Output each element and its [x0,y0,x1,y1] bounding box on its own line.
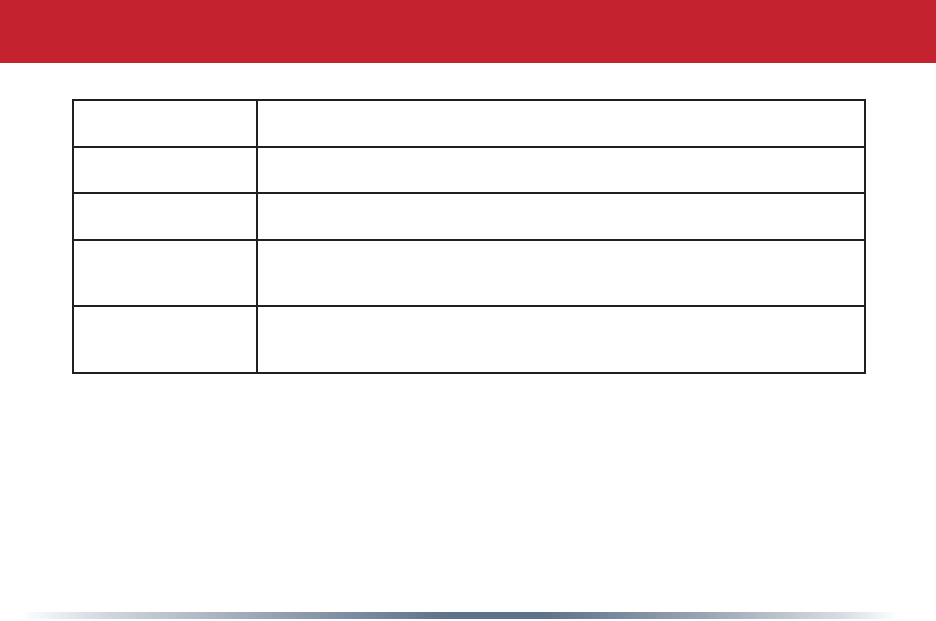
content-table [72,99,866,374]
table-row [72,239,866,307]
table-cell-term [72,99,258,148]
table-cell-term [72,192,258,241]
table-cell-description [256,146,866,194]
table-row [72,305,866,374]
table-row [72,192,866,241]
table-cell-description [256,99,866,148]
table-cell-description [256,305,866,374]
table-cell-term [72,305,258,374]
table-cell-term [72,146,258,194]
table-cell-description [256,192,866,241]
table-row [72,99,866,148]
table-cell-description [256,239,866,307]
header-band [0,0,936,63]
footer-gradient-bar [0,612,936,619]
table-row [72,146,866,194]
table-cell-term [72,239,258,307]
